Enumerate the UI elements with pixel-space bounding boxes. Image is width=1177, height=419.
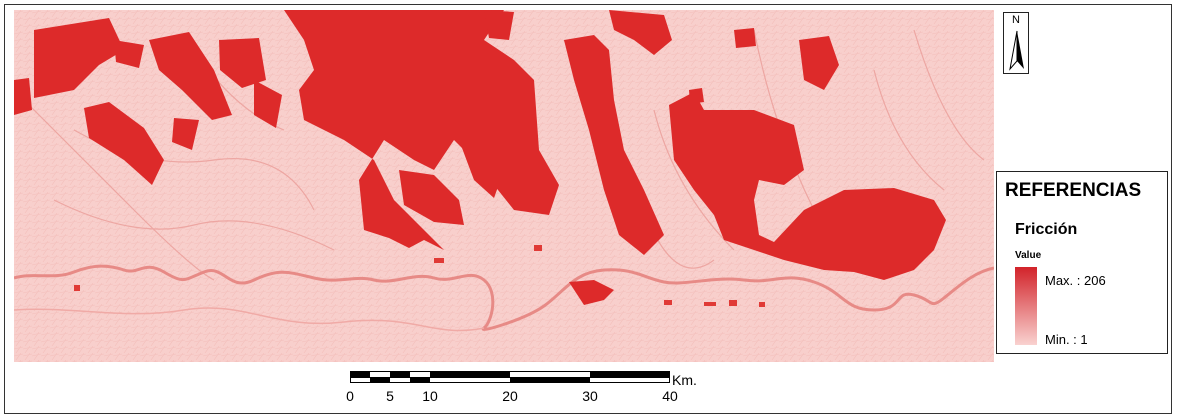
scale-unit: Km.	[672, 372, 697, 388]
friction-raster	[14, 10, 994, 362]
legend-value-label: Value	[1015, 250, 1042, 261]
legend-layer-name: Fricción	[1015, 221, 1078, 238]
legend-panel: REFERENCIAS Fricción Value Max. : 206 Mi…	[996, 171, 1168, 354]
small-patches	[74, 245, 765, 307]
scale-tick-label: 5	[386, 388, 394, 404]
scale-bar-graphic	[350, 371, 670, 383]
secondary-river	[14, 307, 485, 332]
legend-min-label: Min. : 1	[1045, 332, 1088, 347]
map-frame	[4, 4, 1172, 414]
scale-bar: Km. 0 5 10 20 30 40	[346, 371, 710, 411]
north-label: N	[1012, 14, 1020, 26]
legend-title: REFERENCIAS	[1005, 180, 1142, 201]
scale-tick-label: 20	[502, 388, 518, 404]
high-friction-areas	[14, 10, 946, 305]
scale-tick-label: 10	[422, 388, 438, 404]
north-arrow-icon	[1009, 30, 1024, 71]
scale-tick-label: 40	[662, 388, 678, 404]
scale-tick-label: 30	[582, 388, 598, 404]
legend-color-ramp	[1015, 267, 1037, 345]
main-river	[14, 264, 994, 331]
legend-max-label: Max. : 206	[1045, 273, 1106, 288]
friction-map	[14, 10, 994, 362]
north-arrow: N	[1003, 12, 1029, 74]
scale-tick-label: 0	[346, 388, 354, 404]
